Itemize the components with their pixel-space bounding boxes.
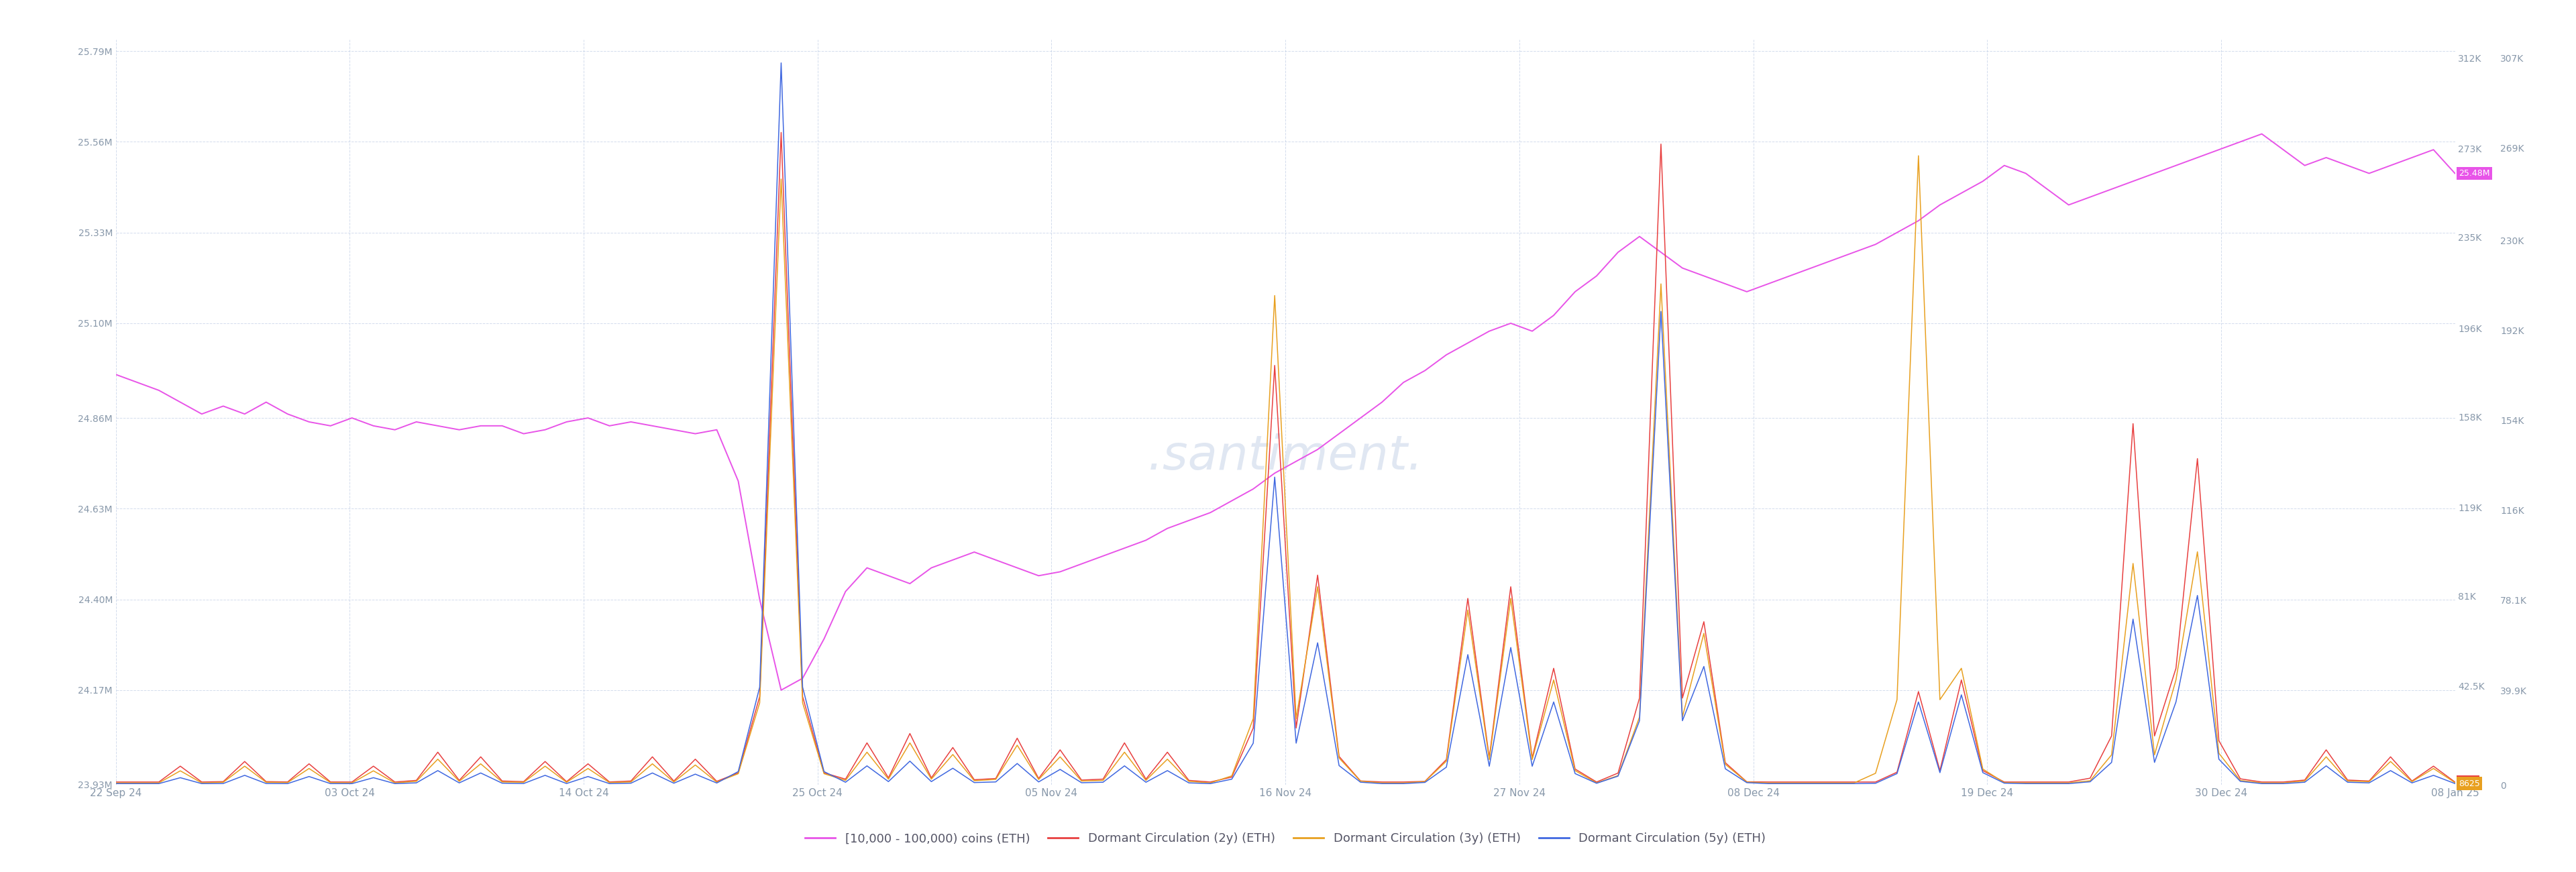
Text: .santiment.: .santiment. (1146, 433, 1425, 480)
Text: 25.48M: 25.48M (2458, 169, 2491, 178)
Text: 8625: 8625 (2458, 780, 2481, 788)
Legend: [10,000 - 100,000) coins (ETH), Dormant Circulation (2y) (ETH), Dormant Circulat: [10,000 - 100,000) coins (ETH), Dormant … (801, 828, 1770, 849)
Text: 2.3K: 2.3K (2458, 778, 2478, 787)
